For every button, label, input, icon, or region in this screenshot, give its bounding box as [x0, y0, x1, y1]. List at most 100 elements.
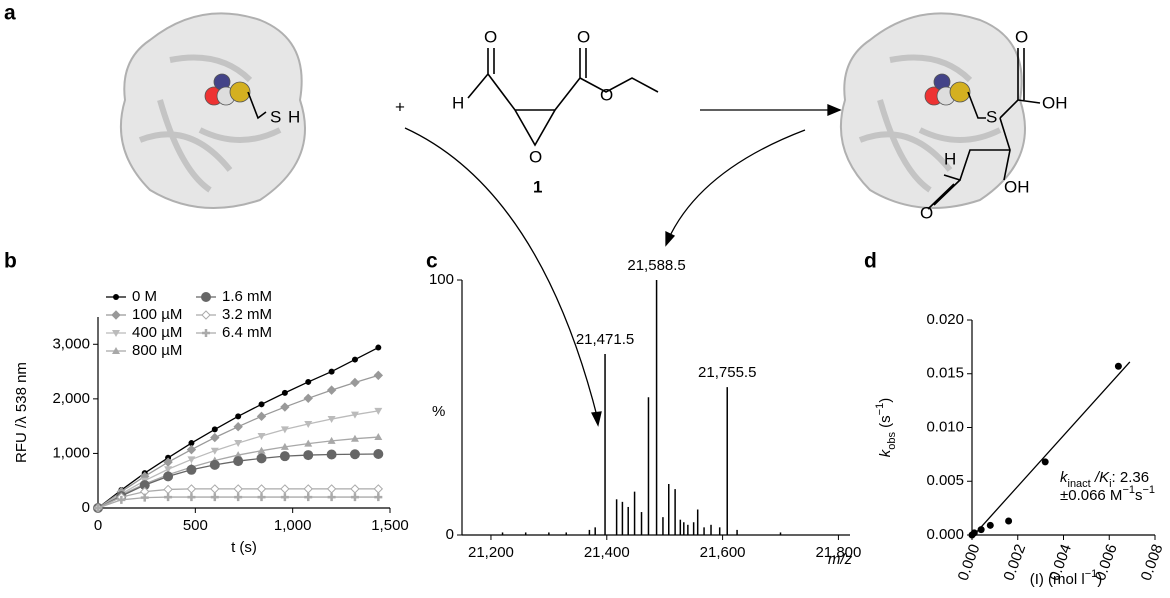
point — [234, 440, 243, 448]
point — [280, 493, 289, 502]
y-axis-label: RFU /λ 538 nm — [13, 362, 30, 463]
atom: OH — [1042, 93, 1068, 112]
label-part: s — [1135, 487, 1143, 504]
panel-label: d — [864, 250, 877, 273]
point — [350, 493, 359, 502]
label-part: ) — [877, 398, 894, 403]
point — [977, 526, 985, 534]
atom: O — [1015, 27, 1028, 46]
point — [280, 426, 289, 434]
point — [328, 368, 335, 375]
x-tick-label: 500 — [183, 517, 208, 534]
point — [970, 529, 978, 537]
y-tick-label: 2,000 — [52, 390, 90, 407]
point — [209, 459, 220, 470]
atom: H — [944, 149, 956, 168]
point — [163, 457, 173, 467]
point — [164, 466, 173, 474]
label-part: ±0.066 M — [1060, 487, 1122, 504]
point — [233, 421, 243, 432]
point — [373, 484, 384, 494]
point — [210, 447, 219, 455]
point — [163, 471, 174, 482]
plus: + — [395, 97, 405, 116]
peak-label: 21,588.5 — [627, 257, 685, 274]
y-tick-label: 3,000 — [52, 335, 90, 352]
atom: O — [920, 203, 933, 222]
point — [373, 370, 384, 381]
atom: H — [288, 107, 300, 126]
legend-marker — [112, 347, 120, 354]
y-tick-label: 1,000 — [52, 444, 90, 461]
x-tick-label: 21,200 — [468, 544, 514, 561]
point — [350, 484, 360, 494]
point — [1114, 362, 1122, 370]
label-part: /K — [1091, 469, 1110, 486]
point — [234, 451, 243, 459]
y-tick-label: 0 — [82, 499, 90, 516]
legend-label: 400 µM — [132, 324, 182, 341]
atom: O — [600, 85, 613, 104]
point — [187, 493, 196, 502]
peak-label: 21,471.5 — [576, 331, 634, 348]
point — [304, 493, 313, 502]
point — [327, 493, 336, 502]
y-axis-label: % — [432, 403, 445, 420]
point — [326, 449, 337, 460]
point — [211, 426, 218, 433]
legend-marker — [202, 329, 210, 337]
point — [350, 377, 360, 388]
x-axis-label: t (s) — [231, 539, 257, 556]
label-part: (I) (mol l — [1030, 571, 1085, 588]
point — [327, 416, 336, 424]
label-part: ) — [1097, 571, 1102, 588]
panel-label: c — [426, 250, 438, 273]
y-tick-label: 0.000 — [926, 526, 964, 543]
y-axis-label: kobs (s−1) — [874, 398, 898, 457]
panel-label: b — [4, 250, 17, 273]
point — [210, 432, 220, 443]
atom: OH — [1004, 177, 1030, 196]
atom: O — [484, 27, 497, 46]
point — [257, 432, 266, 440]
point — [280, 442, 289, 450]
point — [303, 484, 313, 494]
x-axis-label: m/z — [828, 551, 853, 568]
point — [279, 451, 290, 462]
x-tick-label: 21,600 — [700, 544, 746, 561]
y-tick-label: 0.015 — [926, 365, 964, 382]
protein-right — [839, 12, 1026, 209]
x-tick-label: 0.008 — [1138, 542, 1167, 583]
point — [210, 493, 219, 502]
point — [303, 450, 314, 461]
label-part: k — [1060, 469, 1069, 486]
label-part: i — [1109, 478, 1111, 490]
peak-label: 21,755.5 — [698, 364, 756, 381]
y-tick-label: 100 — [429, 271, 454, 288]
annotation: ±0.066 M−1s−1 — [1060, 484, 1155, 504]
atom: O — [577, 27, 590, 46]
x-tick-label: 0.002 — [1000, 542, 1029, 583]
arrows — [404, 104, 842, 427]
point — [163, 484, 173, 495]
x-tick-label: 0 — [94, 517, 102, 534]
panel-label: a — [4, 2, 16, 25]
y-tick-label: 0.020 — [926, 311, 964, 328]
point — [188, 440, 195, 447]
point — [164, 493, 173, 502]
point — [374, 433, 383, 441]
point — [303, 393, 313, 404]
legend-label: 1.6 mM — [222, 288, 272, 305]
label-part: inact — [1068, 478, 1091, 490]
label-part: −1 — [1085, 568, 1098, 580]
point — [374, 493, 383, 502]
point — [350, 434, 359, 442]
point — [374, 407, 383, 415]
legend-label: 100 µM — [132, 306, 182, 323]
atom: O — [529, 147, 542, 166]
atom: S — [270, 107, 281, 126]
point — [350, 411, 359, 419]
legend-label: 3.2 mM — [222, 306, 272, 323]
label-part: k — [877, 448, 894, 457]
